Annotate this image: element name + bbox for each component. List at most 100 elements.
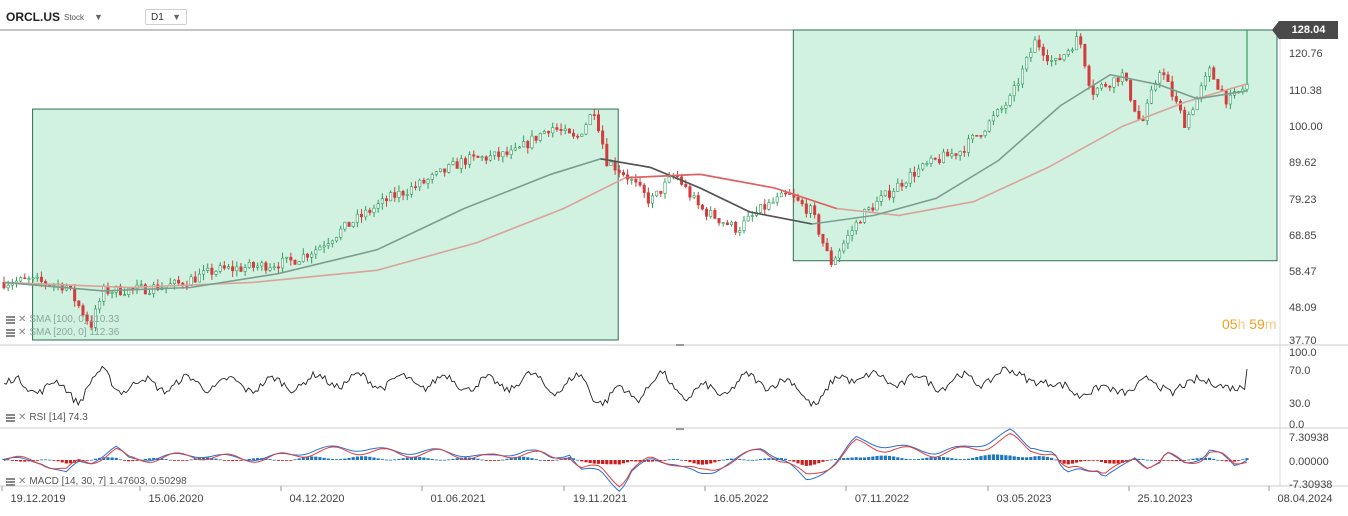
macd-histogram-bar: [247, 458, 251, 460]
macd-histogram-bar: [1079, 460, 1083, 462]
macd-histogram-bar: [1020, 457, 1025, 460]
close-icon[interactable]: ✕: [18, 314, 27, 325]
macd-histogram-bar: [48, 459, 52, 461]
candle-body: [156, 284, 160, 291]
candle-body: [596, 114, 600, 132]
panel-resize-handle[interactable]: [676, 344, 684, 346]
macd-histogram-bar: [347, 457, 351, 460]
macd-histogram-bar: [19, 460, 23, 462]
macd-histogram-bar: [966, 458, 971, 460]
symbol-selector[interactable]: ORCL.US Stock ▼: [6, 8, 103, 26]
macd-histogram-bar: [875, 455, 879, 460]
candle-body: [347, 221, 351, 227]
macd-histogram-bar: [779, 458, 783, 460]
macd-histogram-bar: [605, 460, 609, 465]
close-icon[interactable]: ✕: [18, 412, 27, 423]
macd-histogram-bar: [754, 459, 759, 461]
candle-body: [1083, 44, 1087, 67]
candle-body: [364, 209, 368, 218]
macd-histogram-bar: [833, 458, 838, 460]
macd-histogram-bar: [555, 459, 559, 461]
macd-histogram-bar: [413, 456, 418, 460]
candle-body: [1008, 95, 1012, 106]
panel-resize-handle[interactable]: [676, 428, 684, 430]
macd-histogram-bar: [941, 456, 946, 460]
macd-histogram-bar: [713, 460, 717, 463]
macd-histogram-bar: [742, 459, 746, 461]
candle-body: [505, 151, 509, 155]
macd-histogram-bar: [488, 460, 492, 461]
macd-histogram-bar: [189, 459, 193, 461]
macd-histogram-bar: [1074, 460, 1079, 463]
candle-body: [326, 243, 330, 247]
candle-body: [418, 179, 422, 188]
settings-list-icon[interactable]: [6, 413, 15, 422]
macd-histogram-bar: [522, 456, 526, 460]
chevron-down-icon[interactable]: ▼: [94, 12, 103, 22]
candle-body: [355, 213, 359, 223]
macd-histogram-bar: [1162, 460, 1166, 461]
price-axis-tick-label: 120.76: [1289, 48, 1323, 60]
candle-body: [322, 245, 326, 248]
macd-histogram-bar: [231, 460, 235, 462]
highlight-zone-2: [792, 29, 1278, 262]
candle-body: [651, 195, 655, 204]
rsi-axis-tick-label: 0.0: [1289, 419, 1304, 431]
macd-histogram-bar: [1029, 456, 1033, 460]
macd-histogram-bar: [310, 456, 314, 460]
candle-body: [1149, 89, 1153, 104]
candle-body: [900, 182, 904, 187]
macd-histogram-bar: [168, 459, 172, 461]
timeframe-selector[interactable]: D1 ▼: [145, 9, 187, 25]
candle-body: [1199, 85, 1203, 98]
candle-body: [796, 196, 800, 201]
candle-body: [1033, 39, 1037, 53]
close-icon[interactable]: ✕: [18, 327, 27, 338]
candle-body: [501, 151, 505, 158]
symbol-name: ORCL.US: [6, 10, 60, 24]
macd-histogram-bar: [1216, 459, 1220, 461]
time-axis-label: 16.05.2022: [713, 493, 768, 505]
candle-body: [696, 195, 700, 206]
candle-body: [559, 129, 563, 131]
candle-body: [256, 265, 260, 268]
macd-histogram-bar: [800, 460, 804, 465]
candle-body: [1037, 39, 1041, 48]
settings-list-icon[interactable]: [6, 477, 15, 486]
macd-histogram-bar: [492, 460, 497, 461]
sma-layer: [3, 73, 1248, 292]
candle-body: [1054, 57, 1058, 61]
candle-body: [742, 220, 746, 231]
macd-histogram-bar: [235, 460, 239, 461]
candle-body: [896, 182, 900, 192]
candle-body: [1124, 72, 1128, 81]
candle-body: [925, 163, 929, 165]
candle-body: [1228, 94, 1232, 105]
candle-body: [983, 130, 987, 136]
candle-body: [1145, 102, 1149, 121]
candle-body: [31, 277, 35, 280]
macd-histogram-bar: [1120, 460, 1124, 463]
macd-histogram-bar: [929, 457, 933, 460]
close-icon[interactable]: ✕: [18, 476, 27, 487]
candle-body: [912, 171, 916, 177]
macd-histogram-bar: [297, 458, 301, 460]
candle-body: [19, 277, 23, 282]
macd-histogram-bar: [725, 458, 729, 460]
candle-body: [430, 174, 434, 180]
macd-histogram-bar: [684, 460, 688, 461]
candle-body: [542, 130, 546, 134]
candle-body: [609, 161, 613, 166]
settings-list-icon[interactable]: [6, 315, 15, 324]
macd-histogram-bar: [1033, 456, 1037, 460]
candle-body: [393, 192, 397, 198]
settings-list-icon[interactable]: [6, 328, 15, 337]
macd-histogram-bar: [517, 456, 522, 460]
macd-histogram-bar: [896, 457, 900, 460]
candle-body: [1108, 85, 1112, 88]
macd-histogram-bar: [305, 456, 310, 460]
candle-body: [297, 261, 301, 265]
candle-body: [883, 190, 887, 197]
timer-minutes-unit: m: [1264, 316, 1277, 332]
